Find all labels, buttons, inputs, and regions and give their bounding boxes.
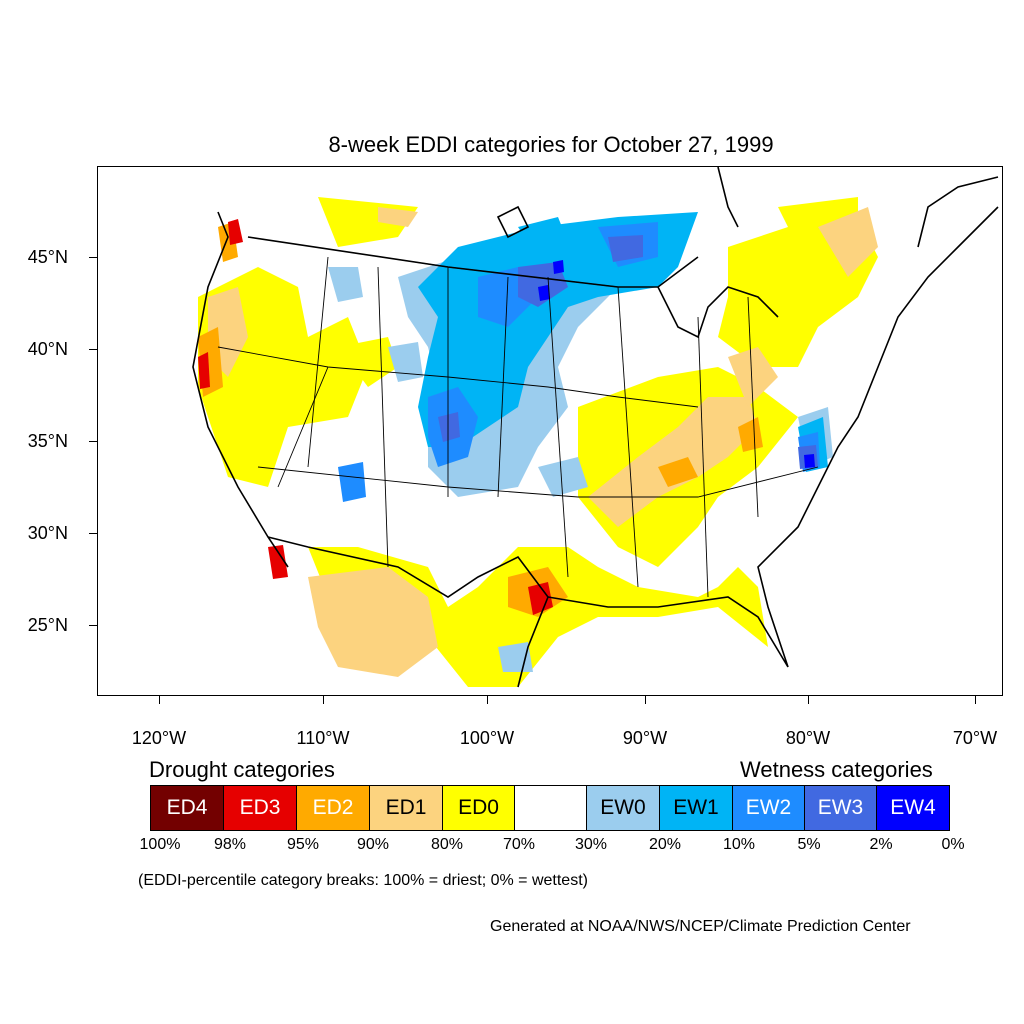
lon-label-100w: 100°W [459, 728, 515, 748]
lon-tick [645, 696, 646, 704]
legend-swatch-ew0: EW0 [586, 785, 660, 831]
break-label: 20% [648, 836, 682, 853]
lon-label-80w: 80°W [785, 728, 831, 748]
lon-tick [975, 696, 976, 704]
lat-tick [89, 441, 97, 442]
break-label: 100% [139, 836, 181, 853]
break-label: 95% [286, 836, 320, 853]
lon-label-70w: 70°W [952, 728, 998, 748]
lon-tick [808, 696, 809, 704]
map-panel [97, 166, 1003, 696]
legend-swatch-ed0: ED0 [442, 785, 515, 831]
legend-swatch-ew3: EW3 [804, 785, 877, 831]
legend-swatch-ed4: ED4 [150, 785, 224, 831]
lon-tick [487, 696, 488, 704]
lat-label-25n: 25°N [27, 615, 68, 635]
lat-label-40n: 40°N [27, 339, 68, 359]
lon-label-90w: 90°W [622, 728, 668, 748]
legend-swatch-ed3: ED3 [223, 785, 297, 831]
wetness-heading: Wetness categories [740, 757, 933, 782]
lon-tick [323, 696, 324, 704]
legend-swatch-ed2: ED2 [296, 785, 370, 831]
lat-label-35n: 35°N [27, 431, 68, 451]
break-label: 5% [797, 836, 821, 853]
break-label: 2% [869, 836, 893, 853]
lat-label-30n: 30°N [27, 523, 68, 543]
map-title: 8-week EDDI categories for October 27, 1… [328, 132, 774, 157]
break-label: 98% [213, 836, 247, 853]
ed3-regions [198, 219, 553, 615]
coastlines [192, 167, 999, 688]
lon-label-120w: 120°W [131, 728, 187, 748]
lon-label-110w: 110°W [296, 728, 350, 748]
break-label: 90% [356, 836, 390, 853]
lat-tick [89, 533, 97, 534]
breaks-note: (EDDI-percentile category breaks: 100% =… [138, 872, 588, 889]
legend-swatch-ed1: ED1 [369, 785, 443, 831]
eddi-map [188, 167, 999, 688]
ew4-regions [538, 260, 815, 468]
break-label: 10% [722, 836, 756, 853]
drought-heading: Drought categories [149, 757, 335, 782]
legend-swatch-ew2: EW2 [732, 785, 805, 831]
lon-tick [159, 696, 160, 704]
credit-line: Generated at NOAA/NWS/NCEP/Climate Predi… [490, 918, 911, 935]
break-label: 70% [502, 836, 536, 853]
legend-swatch-ew4: EW4 [876, 785, 950, 831]
break-label: 30% [574, 836, 608, 853]
lat-tick [89, 257, 97, 258]
lat-tick [89, 625, 97, 626]
lat-label-45n: 45°N [27, 247, 68, 267]
legend-swatch-ew1: EW1 [659, 785, 733, 831]
state-boundaries [217, 236, 819, 598]
break-label: 0% [941, 836, 965, 853]
legend-swatch-normal [514, 785, 587, 831]
lat-tick [89, 349, 97, 350]
break-label: 80% [430, 836, 464, 853]
